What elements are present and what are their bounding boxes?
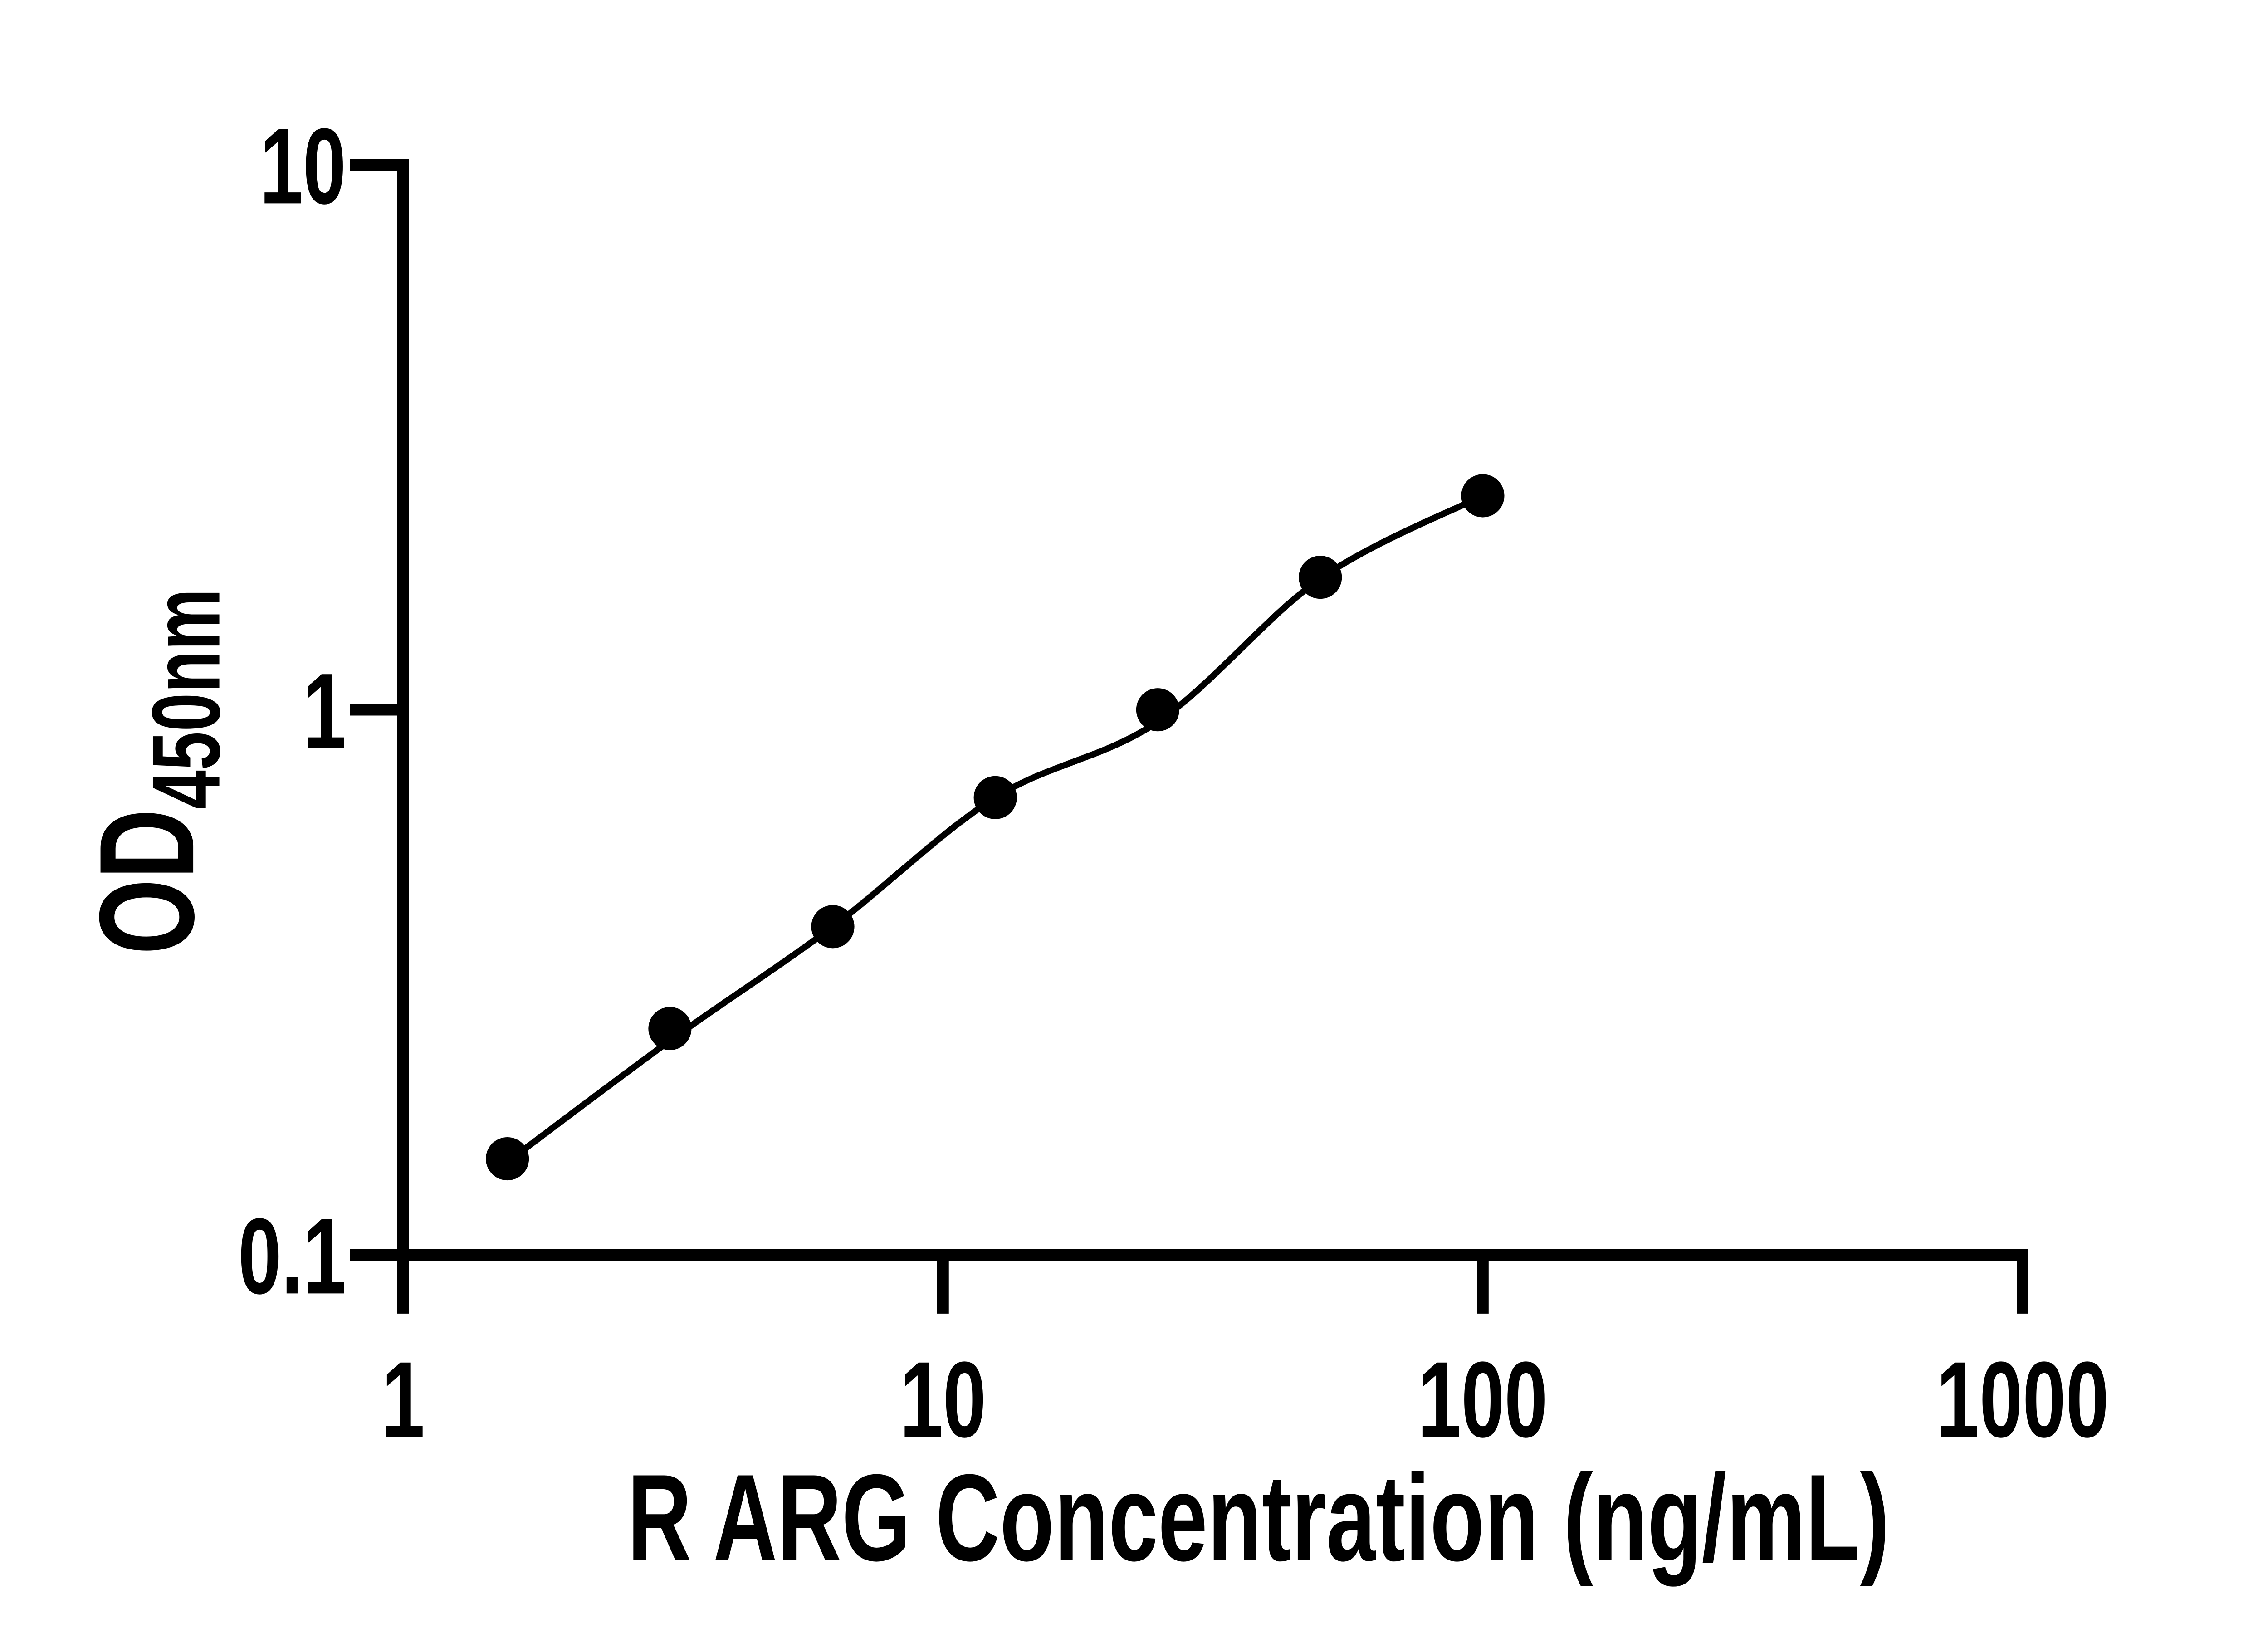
data-point xyxy=(486,1137,529,1181)
y-tick-label-1: 1 xyxy=(303,650,346,771)
tick-marks xyxy=(350,159,2028,1314)
data-point xyxy=(1299,556,1342,599)
x-axis-title: R ARG Concentration (ng/mL) xyxy=(627,1449,1890,1587)
axes xyxy=(350,159,2028,1261)
x-tick-label-10: 10 xyxy=(900,1339,986,1460)
x-tick-label-100: 100 xyxy=(1418,1339,1548,1460)
x-tick-label-1: 1 xyxy=(381,1339,425,1460)
tick-labels: 0.1 1 10 1 10 100 1000 xyxy=(238,106,2109,1460)
data-point xyxy=(811,905,855,949)
y-axis-title: OD450nm xyxy=(72,588,240,954)
data-point xyxy=(973,776,1017,819)
y-axis-title-main: OD xyxy=(72,809,222,954)
data-points xyxy=(486,474,1505,1181)
y-axis-title-sub: 450nm xyxy=(132,588,240,809)
data-point xyxy=(1461,474,1505,518)
x-tick-label-1000: 1000 xyxy=(1936,1339,2109,1460)
y-tick-label-10: 10 xyxy=(260,106,346,226)
y-tick-label-0.1: 0.1 xyxy=(238,1196,346,1316)
fit-curve-line xyxy=(505,493,1485,1165)
svg-text:OD450nm: OD450nm xyxy=(72,588,240,954)
data-point xyxy=(648,1007,692,1051)
data-point xyxy=(1136,688,1179,732)
